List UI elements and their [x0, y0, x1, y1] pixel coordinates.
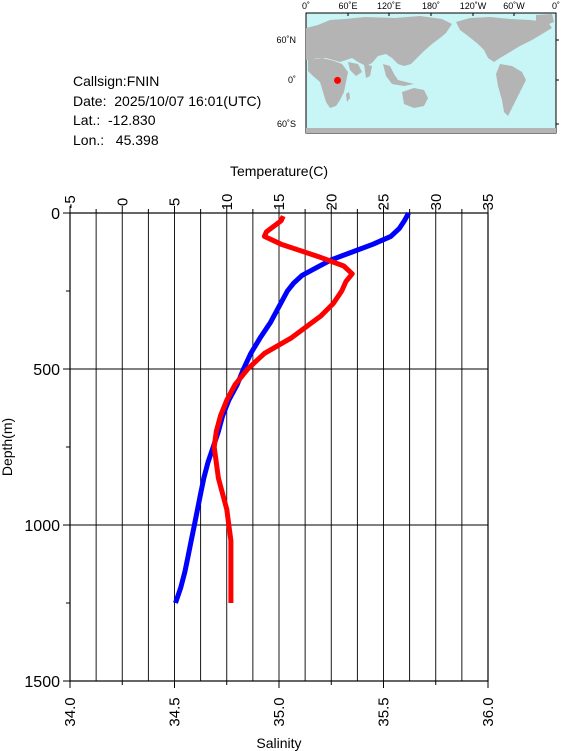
temperature-tick-label: 10	[219, 194, 236, 211]
map-latitude-label: 60˚N	[276, 35, 296, 45]
map-latitude-label: 60˚S	[277, 119, 296, 129]
depth-tick-label: 1000	[24, 518, 60, 535]
depth-axis-label: Depth(m)	[0, 418, 15, 476]
map-longitude-label: 60˚W	[503, 1, 525, 11]
map-longitude-label: 0˚	[302, 1, 310, 11]
location-map: 0˚ 60˚E 120˚E 180˚ 120˚W 60˚W 0˚ 60˚N 0˚ 60˚S	[276, 1, 560, 134]
temperature-tick-label: 30	[428, 194, 445, 211]
temperature-tick-label: -5	[62, 195, 79, 208]
salinity-tick-label: 36.0	[480, 697, 497, 726]
ticks	[63, 206, 489, 688]
grid	[70, 213, 488, 681]
temperature-tick-label: 35	[480, 194, 497, 211]
depth-tick-label: 1500	[24, 674, 60, 691]
land-greenland	[536, 14, 554, 26]
temperature-tick-label: 20	[323, 194, 340, 211]
salinity-tick-label: 34.5	[167, 697, 184, 726]
station-marker	[334, 76, 342, 84]
salinity-axis-label: Salinity	[256, 735, 301, 751]
map-longitude-label: 180˚	[422, 1, 440, 11]
salinity-tick-label: 35.5	[376, 697, 393, 726]
land-europe-asia	[306, 16, 452, 66]
map-longitude-label: 60˚E	[338, 1, 357, 11]
land-southeast-asia	[383, 64, 414, 86]
series-lines	[173, 211, 411, 604]
map-labels: 0˚ 60˚E 120˚E 180˚ 120˚W 60˚W 0˚ 60˚N 0˚ 60˚S	[276, 1, 560, 129]
temperature-axis-label: Temperature(C)	[230, 163, 328, 179]
latitude-text: Lat.: -12.830	[73, 112, 156, 128]
depth-tick-label: 0	[51, 206, 60, 223]
salinity-profile-line	[211, 215, 355, 603]
temperature-tick-label: 5	[167, 198, 184, 206]
longitude-text: Lon.: 45.398	[73, 131, 159, 148]
land-africa	[308, 58, 348, 108]
land-arabia-india	[348, 62, 372, 78]
temperature-tick-label: 25	[376, 194, 393, 211]
date-text: Date: 2025/10/07 16:01(UTC)	[73, 92, 262, 109]
station-info: Callsign:FNIN Date: 2025/10/07 16:01(UTC…	[73, 72, 261, 150]
map-longitude-label: 0˚	[552, 1, 560, 11]
map-land	[306, 14, 556, 133]
temperature-tick-label: 15	[271, 194, 288, 211]
salinity-tick-label: 34.0	[62, 697, 79, 726]
map-latitude-label: 0˚	[288, 75, 296, 85]
temperature-profile-line	[173, 211, 411, 604]
map-longitude-label: 120˚E	[377, 1, 401, 11]
map-longitude-label: 120˚W	[460, 1, 487, 11]
callsign-text: Callsign:FNIN	[73, 73, 160, 89]
land-antarctica	[306, 128, 556, 133]
depth-tick-label: 500	[33, 362, 60, 379]
temperature-tick-label: 0	[114, 198, 131, 206]
salinity-tick-label: 35.0	[271, 697, 288, 726]
land-australia	[402, 88, 428, 108]
land-south-america	[496, 64, 526, 116]
land-madagascar	[346, 92, 350, 102]
land-north-america	[456, 17, 552, 62]
